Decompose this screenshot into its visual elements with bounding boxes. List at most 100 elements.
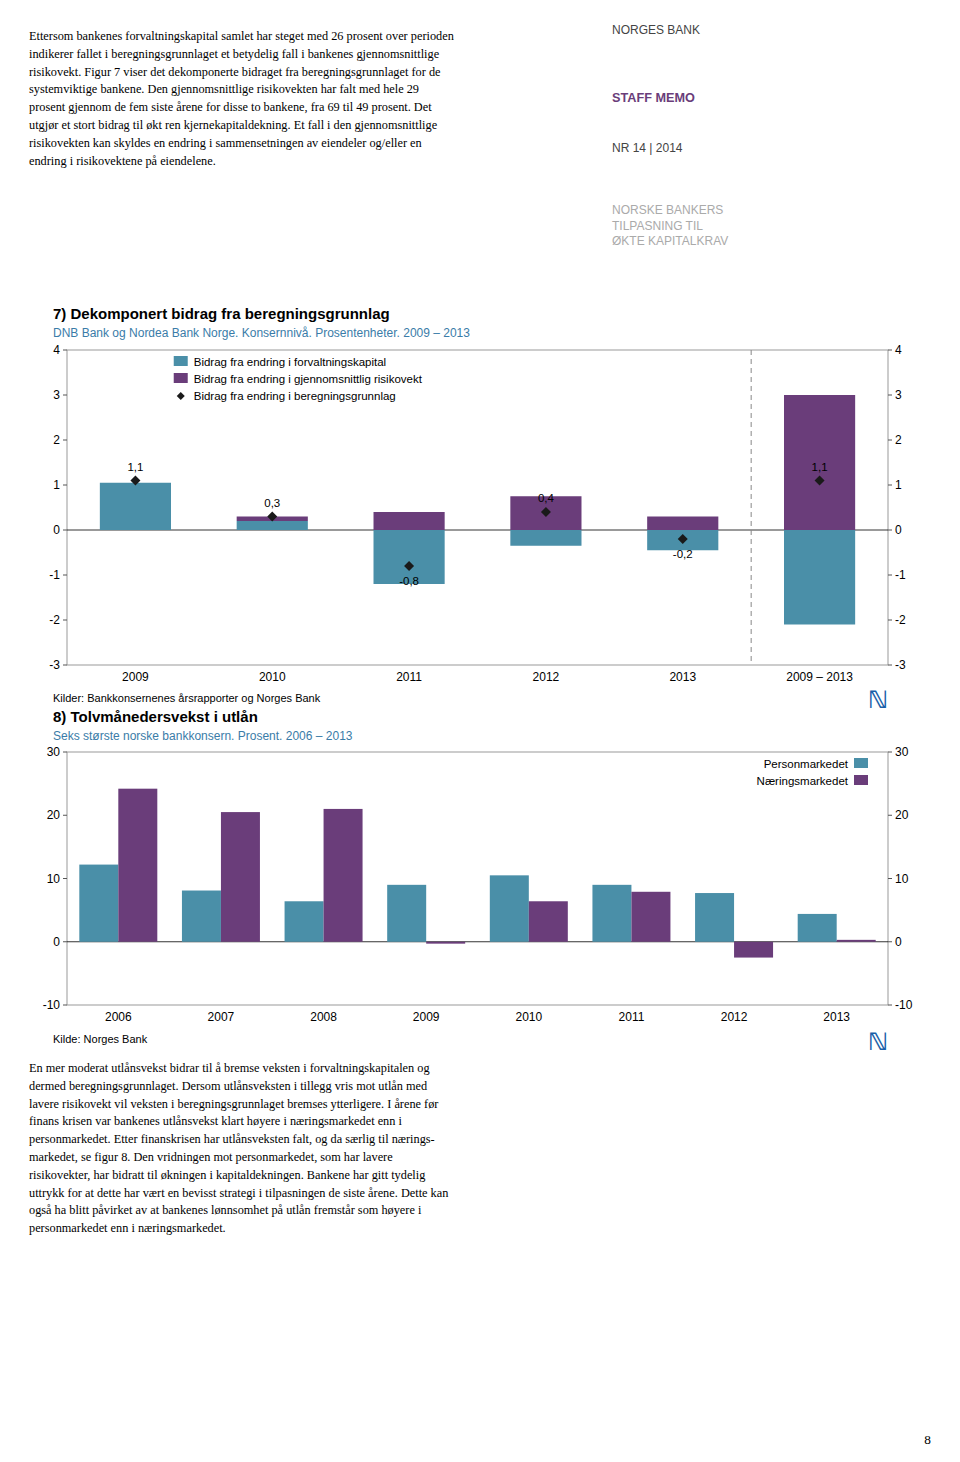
- x-tick-label: 2010: [259, 670, 286, 684]
- y2-tick: [888, 440, 892, 441]
- text-line: NORSKE BANKERS: [612, 203, 723, 217]
- y2-tick-label: 10: [895, 872, 909, 886]
- bar: [695, 893, 734, 942]
- bar: [100, 483, 171, 530]
- bar: [79, 865, 118, 942]
- background: [0, 0, 960, 1462]
- text-line: dermed beregningsgrunnlaget. Dersom utlå…: [29, 1079, 427, 1093]
- bar: [647, 517, 718, 531]
- y2-tick: [888, 752, 892, 753]
- bar: [118, 789, 157, 942]
- body-text: Ettersom bankenes forvaltningskapital sa…: [29, 29, 454, 168]
- x-tick-label: 2012: [533, 670, 560, 684]
- y2-tick-label: -3: [895, 658, 906, 672]
- bar: [182, 891, 221, 942]
- y-tick-label: 0: [53, 935, 60, 949]
- y2-tick: [888, 815, 892, 816]
- legend-swatch: [174, 356, 188, 366]
- legend-label: Bidrag fra endring i beregningsgrunnlag: [194, 390, 396, 402]
- legend: Personmarkedet Næringsmarkedet: [757, 758, 868, 787]
- text-line: prosent gjennom de fem siste årene for d…: [29, 100, 432, 114]
- marker: [678, 534, 688, 544]
- text-line: indikerer fallet i beregningsgrunnlaget …: [29, 47, 440, 61]
- bar: [734, 942, 773, 958]
- bar: [784, 530, 855, 625]
- logo: ℕ: [868, 1028, 888, 1055]
- x-tick-label: 2012: [721, 1010, 748, 1024]
- chart-subtitle: Seks største norske bankkonsern. Prosent…: [53, 729, 353, 743]
- text-line: NR 14 | 2014: [612, 141, 683, 155]
- y-tick-label: -3: [49, 658, 60, 672]
- chart-subtitle: DNB Bank og Nordea Bank Norge. Konsernni…: [53, 326, 470, 340]
- x-tick-label: 2009: [122, 670, 149, 684]
- x-tick-label: 2006: [105, 1010, 132, 1024]
- text-line: systemviktige bankene. Den gjennomsnittl…: [29, 82, 419, 96]
- y2-tick: [888, 395, 892, 396]
- bar: [592, 885, 631, 942]
- y-tick-label: 3: [53, 388, 60, 402]
- text-line: risikovekter, har bidratt til økningen i…: [29, 1168, 425, 1182]
- x-tick-label: 2011: [619, 1010, 645, 1024]
- legend-swatch: [854, 775, 868, 785]
- text-line: utgjør et stort bidrag til økt ren kjern…: [29, 118, 438, 132]
- data-label: 0,4: [538, 492, 555, 504]
- bar: [837, 940, 876, 942]
- y-tick: [63, 485, 67, 486]
- source: Kilde: Norges Bank: [53, 1033, 148, 1045]
- page: Ettersom bankenes forvaltningskapital sa…: [0, 0, 960, 1462]
- text-line: ØKTE KAPITALKRAV: [612, 234, 728, 248]
- text-line: endring i risikovektene på eiendelene.: [29, 154, 216, 168]
- legend-label: Bidrag fra endring i gjennomsnittlig ris…: [194, 373, 423, 385]
- bar: [426, 942, 465, 944]
- source: Kilder: Bankkonsernenes årsrapporter og …: [53, 692, 321, 704]
- x-tick-label: 2007: [208, 1010, 235, 1024]
- plot-frame: [67, 350, 888, 665]
- plot-area: [67, 350, 888, 665]
- y2-tick-label: 0: [895, 523, 902, 537]
- text-line: NORGES BANK: [612, 23, 700, 37]
- legend-swatch: [854, 758, 868, 768]
- bar: [529, 901, 568, 941]
- marker: [815, 476, 825, 486]
- x-tick-label: 2008: [310, 1010, 337, 1024]
- legend-label: Personmarkedet: [764, 758, 849, 770]
- legend: Bidrag fra endring i forvaltningskapital…: [174, 356, 423, 402]
- text-line: markedet, se figur 8. Den vridningen mot…: [29, 1150, 393, 1164]
- text-line: finans krisen var bankenes utlånsvekst k…: [29, 1114, 402, 1128]
- y2-tick: [888, 575, 892, 576]
- y-tick-label: 0: [53, 523, 60, 537]
- marker: [267, 512, 277, 522]
- y-tick-label: -2: [49, 613, 60, 627]
- text-line: risikovekten kan skyldes en endring i sa…: [29, 136, 422, 150]
- text-line: TILPASNING TIL: [612, 219, 703, 233]
- y-tick: [63, 665, 67, 666]
- y2-tick-label: 1: [895, 478, 902, 492]
- y-tick-label: 30: [47, 745, 61, 759]
- page-number: 8: [924, 1432, 931, 1447]
- data-label: -0,8: [399, 575, 419, 587]
- bar: [285, 901, 324, 941]
- text-line: Ettersom bankenes forvaltningskapital sa…: [29, 29, 454, 43]
- chart-title: 8) Tolvmånedersvekst i utlån: [53, 708, 258, 725]
- y-tick-label: -1: [49, 568, 60, 582]
- chart: 7) Dekomponert bidrag fra beregningsgrun…: [49, 305, 906, 713]
- text-line: også ha blitt påvirket av at bankenes lø…: [29, 1203, 422, 1217]
- y2-tick: [888, 1005, 892, 1006]
- header-text: NORSKE BANKERS TILPASNING TILØKTE KAPITAL…: [612, 203, 728, 248]
- divider: [751, 350, 752, 665]
- y2-tick-label: 0: [895, 935, 902, 949]
- plot-area: [67, 789, 888, 958]
- y2-tick: [888, 878, 892, 879]
- header-text: NORGES BANK: [612, 23, 700, 37]
- bar: [324, 809, 363, 942]
- data-label: -0,2: [673, 548, 693, 560]
- marker: [130, 476, 140, 486]
- plot-frame: [67, 752, 888, 1005]
- y2-tick: [888, 620, 892, 621]
- legend-label: Næringsmarkedet: [757, 775, 849, 787]
- data-label: 1,1: [127, 461, 143, 473]
- bar: [237, 521, 308, 530]
- marker: [404, 561, 414, 571]
- text-line: En mer moderat utlånsvekst bidrar til å …: [29, 1061, 430, 1075]
- x-tick-label: 2013: [669, 670, 696, 684]
